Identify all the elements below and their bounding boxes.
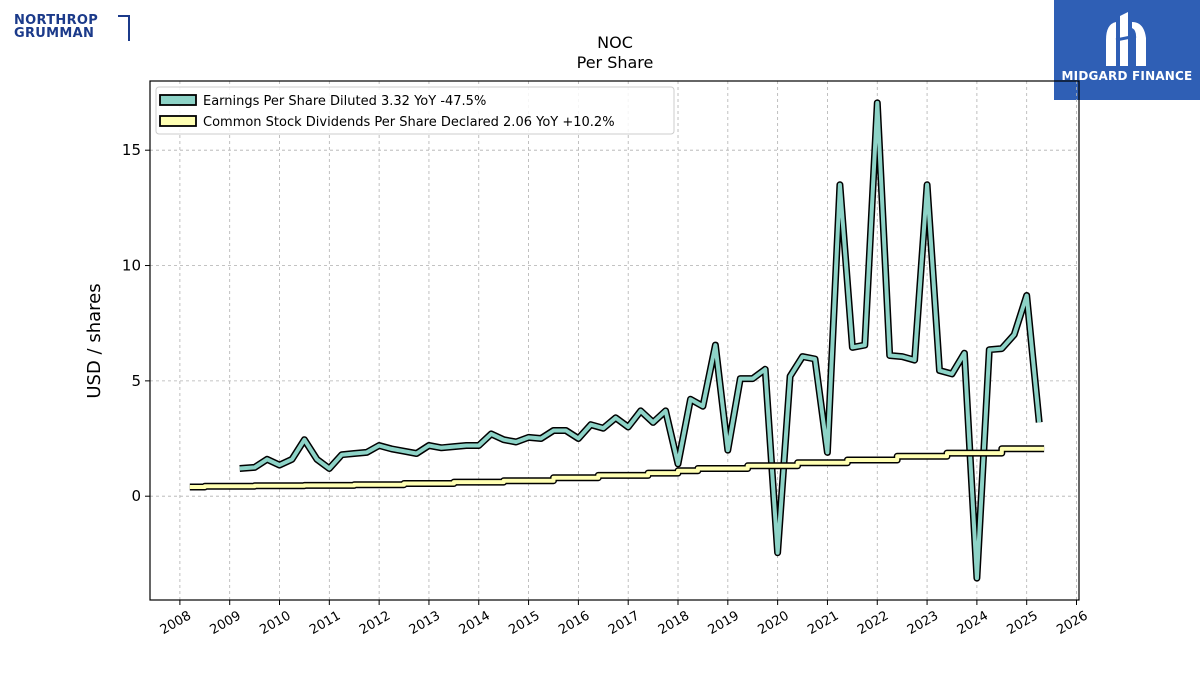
x-tick-label: 2008 <box>158 608 194 638</box>
grid-lines <box>150 81 1079 600</box>
x-tick-label: 2013 <box>407 608 443 638</box>
legend-label: Earnings Per Share Diluted 3.32 YoY -47.… <box>203 94 486 109</box>
legend-swatch <box>159 115 197 127</box>
plot-frame <box>149 80 1080 601</box>
x-tick-label: 2022 <box>855 608 891 638</box>
x-tick-label: 2010 <box>257 608 293 638</box>
chart-subtitle: Per Share <box>577 53 654 72</box>
x-tick-label: 2012 <box>357 608 393 638</box>
chart-title: NOC <box>597 33 633 52</box>
series-line <box>239 100 1042 581</box>
x-tick-label: 2019 <box>706 608 742 638</box>
axis-ticks: 2008 2009 2010 2011 2012 2013 2014 2015 2016 2017… <box>122 141 1091 638</box>
x-tick-label: 2018 <box>656 608 692 638</box>
logo-line-2: GRUMMAN <box>14 26 95 41</box>
logo-bracket-mark <box>118 15 130 41</box>
y-tick-label: 10 <box>122 257 141 275</box>
y-tick-label: 5 <box>131 372 141 390</box>
y-axis-label: USD / shares <box>84 283 105 398</box>
legend-label: Common Stock Dividends Per Share Declare… <box>203 115 615 130</box>
x-tick-label: 2025 <box>1005 608 1041 638</box>
legend-box <box>155 86 675 135</box>
logo-line-1: NORTHROP <box>14 13 99 28</box>
x-tick-label: 2014 <box>457 608 493 638</box>
series-outline <box>239 99 1043 582</box>
x-tick-label: 2026 <box>1054 608 1090 638</box>
x-tick-label: 2017 <box>606 608 642 638</box>
x-tick-label: 2015 <box>506 608 542 638</box>
midgard-emblem-icon <box>1106 12 1146 66</box>
series-line <box>189 446 1045 489</box>
midgard-brand-name: MIDGARD FINANCE <box>1061 69 1193 83</box>
x-tick-label: 2024 <box>955 608 991 638</box>
x-tick-label: 2016 <box>556 608 592 638</box>
midgard-finance-logo: MIDGARD FINANCE <box>1054 0 1200 100</box>
x-tick-label: 2009 <box>208 608 244 638</box>
northrop-grumman-logo: NORTHROP GRUMMAN <box>14 13 130 41</box>
series-1 <box>189 445 1045 491</box>
x-tick-label: 2020 <box>755 608 791 638</box>
x-tick-label: 2011 <box>307 608 343 638</box>
y-tick-label: 0 <box>131 487 141 505</box>
series-0 <box>239 99 1043 582</box>
y-tick-label: 15 <box>122 141 141 159</box>
series-layer <box>189 99 1045 582</box>
legend: Earnings Per Share Diluted 3.32 YoY -47.… <box>155 86 675 135</box>
legend-swatch <box>159 94 197 106</box>
x-tick-label: 2021 <box>805 608 841 638</box>
x-tick-label: 2023 <box>905 608 941 638</box>
